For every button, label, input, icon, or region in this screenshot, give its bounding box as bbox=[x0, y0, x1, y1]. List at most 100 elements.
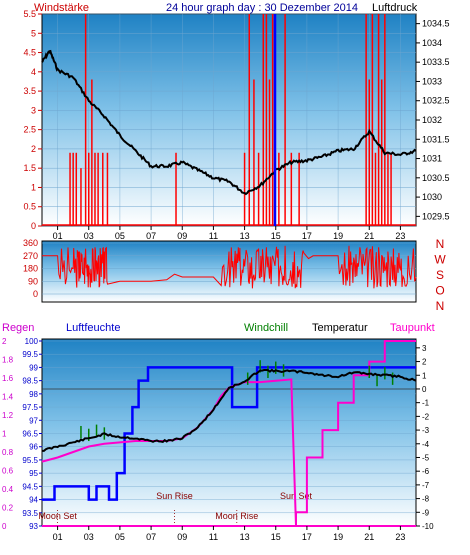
astro-label: Sun Rise bbox=[156, 491, 193, 501]
compass-label: O bbox=[435, 284, 444, 298]
temperature-tick-label: -3 bbox=[422, 426, 430, 435]
pressure-tick-label: 1031 bbox=[422, 154, 442, 164]
hour-label: 11 bbox=[209, 532, 218, 542]
rain-tick-label: 1.8 bbox=[2, 356, 14, 365]
pressure-tick-label: 1033.5 bbox=[422, 57, 450, 67]
wind-speed-series bbox=[42, 14, 416, 226]
humidity-tick-label: 96 bbox=[29, 443, 38, 452]
temperature-tick-label: -7 bbox=[422, 481, 430, 490]
degree-tick-label: 0 bbox=[33, 289, 38, 299]
temperature-tick-label: 1 bbox=[422, 371, 427, 380]
compass-label: N bbox=[436, 299, 445, 313]
wind-tick-label: 2.5 bbox=[23, 125, 36, 135]
hour-label: 01 bbox=[53, 532, 63, 542]
pressure-axis-title: Luftdruck bbox=[372, 2, 418, 14]
temperature-tick-label: -4 bbox=[422, 440, 430, 449]
compass-label: N bbox=[436, 237, 445, 251]
wind-degree-axis: 0 90 180 270 360 bbox=[23, 238, 38, 299]
temperature-tick-label: 3 bbox=[422, 344, 427, 353]
astro-label: Moon Set bbox=[38, 511, 77, 521]
humidity-tick-label: 97 bbox=[29, 416, 38, 425]
hour-label: 01 bbox=[53, 231, 63, 241]
hour-label: 03 bbox=[84, 532, 94, 542]
hour-label: 09 bbox=[177, 231, 187, 241]
rain-tick-label: 1.4 bbox=[2, 393, 14, 402]
humidity-tick-label: 93 bbox=[29, 522, 38, 531]
humidity-axis: 93 93.5 94 94.5 95 95.5 96 96.5 97 97.5 98 98.5 99 99… bbox=[22, 337, 42, 531]
wind-tick-label: 0.5 bbox=[23, 202, 36, 212]
hour-label: 11 bbox=[209, 231, 218, 241]
pressure-tick-label: 1033 bbox=[422, 76, 442, 86]
temperature-tick-label: -2 bbox=[422, 412, 430, 421]
temperature-legend: Temperatur bbox=[312, 322, 368, 334]
temperature-x-axis: 01 03 05 07 09 11 13 15 17 19 21 23 bbox=[53, 526, 405, 542]
hour-label: 05 bbox=[115, 231, 125, 241]
rain-tick-label: 0.4 bbox=[2, 485, 14, 494]
temperature-line bbox=[42, 368, 417, 452]
rain-tick-label: 1 bbox=[2, 430, 7, 439]
humidity-tick-label: 99.5 bbox=[22, 350, 38, 359]
hour-label: 13 bbox=[240, 532, 250, 542]
humidity-tick-label: 95 bbox=[29, 469, 38, 478]
wind-tick-label: 1 bbox=[31, 182, 36, 192]
pressure-line bbox=[41, 49, 417, 196]
wind-tick-label: 5.5 bbox=[23, 9, 36, 19]
astro-annotations: Moon Set Sun Rise Moon Rise Sun Set bbox=[38, 491, 313, 526]
hour-label: 15 bbox=[271, 231, 281, 241]
wind-axis-title: Windstärke bbox=[34, 2, 89, 14]
wind-tick-label: 4.5 bbox=[23, 48, 36, 58]
pressure-tick-label: 1031.5 bbox=[422, 134, 450, 144]
hour-label: 17 bbox=[302, 532, 312, 542]
wind-tick-label: 1.5 bbox=[23, 163, 36, 173]
dewpoint-line bbox=[41, 340, 416, 527]
hour-label: 21 bbox=[364, 231, 374, 241]
pressure-wind-grid bbox=[42, 13, 416, 227]
wind-tick-label: 4 bbox=[31, 67, 36, 77]
astro-label: Sun Set bbox=[280, 491, 313, 501]
wind-tick-label: 2 bbox=[31, 144, 36, 154]
compass-label: S bbox=[436, 268, 444, 282]
temperature-tick-label: -6 bbox=[422, 467, 430, 476]
pressure-wind-panel bbox=[41, 13, 417, 227]
wind-speed-axis: 0 0.5 1 1.5 2 2.5 3 3.5 4 4.5 5 5.5 bbox=[23, 9, 42, 231]
hour-label: 21 bbox=[364, 532, 374, 542]
humidity-tick-label: 99 bbox=[29, 363, 38, 372]
astro-label: Moon Rise bbox=[215, 511, 258, 521]
degree-tick-label: 90 bbox=[28, 276, 38, 286]
pressure-tick-label: 1032.5 bbox=[422, 96, 450, 106]
humidity-axis-title: Luftfeuchte bbox=[66, 322, 120, 334]
wind-tick-label: 3 bbox=[31, 105, 36, 115]
temperature-tick-label: -10 bbox=[422, 522, 434, 531]
temperature-tick-label: 0 bbox=[422, 385, 427, 394]
humidity-tick-label: 96.5 bbox=[22, 430, 38, 439]
rain-tick-label: 2 bbox=[2, 337, 7, 346]
rain-tick-label: 0.8 bbox=[2, 448, 14, 457]
humidity-line bbox=[42, 366, 416, 501]
pressure-tick-label: 1034 bbox=[422, 38, 442, 48]
temperature-tick-label: -5 bbox=[422, 453, 430, 462]
rain-axis: 0 0.2 0.4 0.6 0.8 1 1.2 1.4 1.6 1.8 2 bbox=[2, 337, 14, 531]
hour-label: 13 bbox=[240, 231, 250, 241]
hour-label: 19 bbox=[333, 532, 343, 542]
humidity-tick-label: 98 bbox=[29, 390, 38, 399]
temperature-tick-label: 2 bbox=[422, 358, 427, 367]
hour-label: 05 bbox=[115, 532, 125, 542]
hour-label: 19 bbox=[333, 231, 343, 241]
wind-tick-label: 3.5 bbox=[23, 86, 36, 96]
rain-tick-label: 1.6 bbox=[2, 374, 14, 383]
hour-label: 09 bbox=[177, 532, 187, 542]
dewpoint-legend: Taupunkt bbox=[390, 322, 435, 334]
degree-tick-label: 180 bbox=[23, 264, 38, 274]
humidity-tick-label: 94 bbox=[29, 496, 38, 505]
graph-title: 24 hour graph day : 30 Dezember 2014 bbox=[166, 2, 358, 14]
hour-label: 03 bbox=[84, 231, 94, 241]
pressure-tick-label: 1034.5 bbox=[422, 19, 450, 29]
rain-axis-title: Regen bbox=[2, 322, 34, 334]
pressure-axis: 1029.5 1030 1030.5 1031 1031.5 1032 1032.5 1033… bbox=[416, 19, 450, 221]
temperature-tick-label: -9 bbox=[422, 508, 430, 517]
wind-tick-label: 0 bbox=[31, 221, 36, 231]
pressure-x-axis: 01 03 05 07 09 11 13 15 17 19 21 23 bbox=[53, 226, 405, 241]
wind-tick-label: 5 bbox=[31, 28, 36, 38]
hour-label: 17 bbox=[302, 231, 312, 241]
